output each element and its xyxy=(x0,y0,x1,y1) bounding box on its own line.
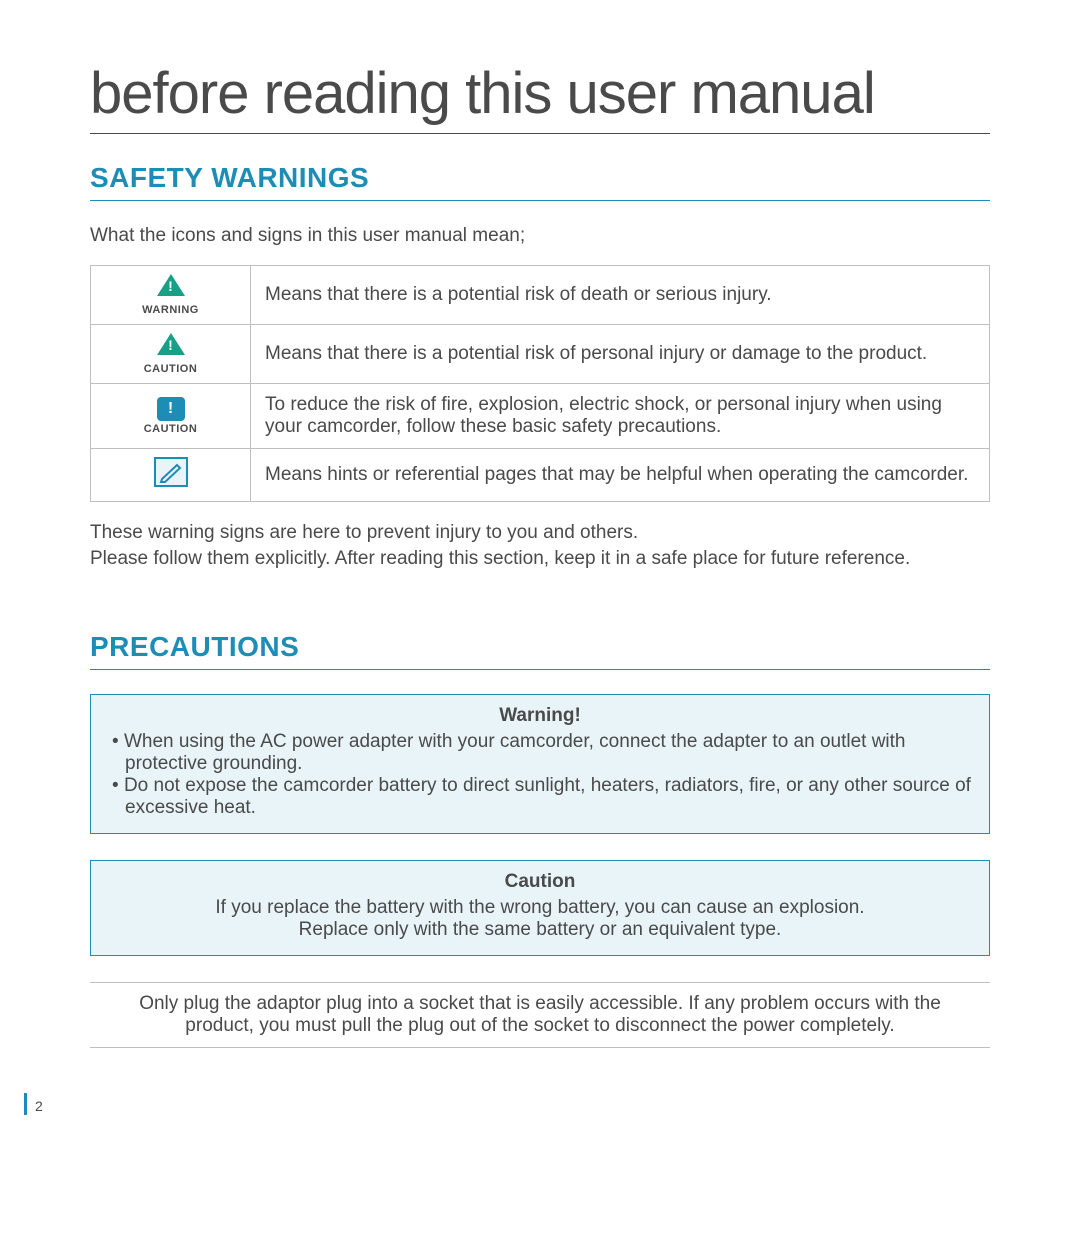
icon-label: CAUTION xyxy=(97,363,244,375)
warning-callout: Warning! When using the AC power adapter… xyxy=(90,694,990,834)
note-icon xyxy=(154,457,188,487)
list-item: When using the AC power adapter with you… xyxy=(109,731,971,775)
warning-callout-list: When using the AC power adapter with you… xyxy=(109,731,971,819)
icon-label: CAUTION xyxy=(97,423,244,435)
caution-square-icon: ! xyxy=(157,397,185,421)
safety-footer-text: These warning signs are here to prevent … xyxy=(90,520,990,571)
icon-description: Means that there is a potential risk of … xyxy=(251,325,990,384)
icon-description: Means hints or referential pages that ma… xyxy=(251,449,990,502)
caution-callout-title: Caution xyxy=(109,871,971,893)
list-item: Do not expose the camcorder battery to d… xyxy=(109,775,971,819)
table-row: WARNING Means that there is a potential r… xyxy=(91,266,990,325)
warning-triangle-icon xyxy=(157,333,185,355)
warning-triangle-icon xyxy=(157,274,185,296)
warning-callout-title: Warning! xyxy=(109,705,971,727)
safety-icon-table: WARNING Means that there is a potential r… xyxy=(90,265,990,502)
table-row: CAUTION Means that there is a potential r… xyxy=(91,325,990,384)
caution-callout: Caution If you replace the battery with … xyxy=(90,860,990,956)
caution-line-1: If you replace the battery with the wron… xyxy=(109,897,971,919)
table-row: ! CAUTION To reduce the risk of fire, expl… xyxy=(91,384,990,449)
icon-cell: CAUTION xyxy=(91,325,251,384)
manual-page: before reading this user manual SAFETY W… xyxy=(0,0,1080,1235)
icon-description: To reduce the risk of fire, explosion, e… xyxy=(251,384,990,449)
table-row: Means hints or referential pages that ma… xyxy=(91,449,990,502)
caution-line-2: Replace only with the same battery or an… xyxy=(109,919,971,941)
document-title: before reading this user manual xyxy=(90,60,990,134)
precautions-heading: PRECAUTIONS xyxy=(90,631,990,670)
icon-cell: WARNING xyxy=(91,266,251,325)
adaptor-note-box: Only plug the adaptor plug into a socket… xyxy=(90,982,990,1048)
icon-label: WARNING xyxy=(97,304,244,316)
page-number: 2 xyxy=(24,1093,43,1115)
icon-cell: ! CAUTION xyxy=(91,384,251,449)
icon-cell xyxy=(91,449,251,502)
safety-intro-text: What the icons and signs in this user ma… xyxy=(90,225,990,247)
safety-warnings-heading: SAFETY WARNINGS xyxy=(90,162,990,201)
icon-description: Means that there is a potential risk of … xyxy=(251,266,990,325)
